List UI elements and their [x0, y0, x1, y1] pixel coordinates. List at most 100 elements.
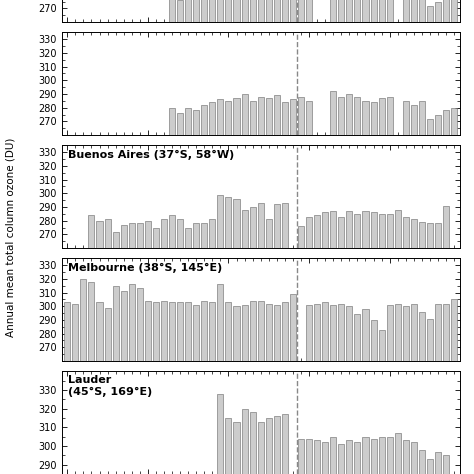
Bar	[193, 110, 199, 135]
Bar	[403, 0, 409, 22]
Bar	[387, 305, 392, 361]
Bar	[330, 91, 336, 135]
Bar	[274, 0, 280, 22]
Bar	[73, 303, 78, 361]
Bar	[258, 0, 264, 22]
Bar	[258, 203, 264, 248]
Bar	[338, 97, 344, 135]
Bar	[346, 0, 352, 22]
Bar	[177, 219, 183, 248]
Bar	[346, 440, 352, 474]
Bar	[250, 207, 255, 248]
Bar	[234, 0, 239, 22]
Bar	[355, 214, 360, 248]
Bar	[282, 414, 288, 474]
Bar	[411, 303, 417, 361]
Bar	[89, 282, 94, 361]
Bar	[371, 0, 376, 22]
Text: Buenos Aires (37°S, 58°W): Buenos Aires (37°S, 58°W)	[68, 149, 234, 160]
Bar	[210, 302, 215, 361]
Bar	[64, 302, 70, 361]
Bar	[153, 302, 159, 361]
Bar	[266, 219, 272, 248]
Bar	[451, 300, 457, 361]
Bar	[226, 418, 231, 474]
Bar	[226, 101, 231, 135]
Bar	[298, 226, 304, 248]
Bar	[306, 101, 312, 135]
Bar	[330, 437, 336, 474]
Bar	[387, 97, 392, 135]
Bar	[379, 329, 384, 361]
Bar	[419, 312, 425, 361]
Bar	[306, 0, 312, 22]
Bar	[290, 100, 296, 135]
Bar	[169, 0, 175, 22]
Bar	[427, 459, 433, 474]
Bar	[169, 215, 175, 248]
Bar	[193, 223, 199, 248]
Bar	[435, 452, 441, 474]
Bar	[355, 314, 360, 361]
Bar	[161, 219, 167, 248]
Bar	[201, 223, 207, 248]
Bar	[419, 101, 425, 135]
Bar	[395, 210, 401, 248]
Bar	[395, 433, 401, 474]
Bar	[306, 438, 312, 474]
Bar	[443, 456, 449, 474]
Bar	[250, 301, 255, 361]
Bar	[169, 108, 175, 135]
Bar	[282, 203, 288, 248]
Bar	[121, 291, 127, 361]
Bar	[298, 438, 304, 474]
Bar	[105, 308, 110, 361]
Bar	[322, 302, 328, 361]
Bar	[210, 0, 215, 22]
Bar	[387, 214, 392, 248]
Bar	[290, 294, 296, 361]
Bar	[201, 105, 207, 135]
Bar	[274, 416, 280, 474]
Bar	[201, 0, 207, 22]
Text: Annual mean total column ozone (DU): Annual mean total column ozone (DU)	[5, 137, 16, 337]
Bar	[338, 0, 344, 22]
Bar	[266, 0, 272, 22]
Bar	[137, 223, 143, 248]
Bar	[451, 0, 457, 22]
Bar	[282, 102, 288, 135]
Bar	[403, 306, 409, 361]
Bar	[306, 305, 312, 361]
Bar	[387, 437, 392, 474]
Bar	[218, 195, 223, 248]
Bar	[379, 98, 384, 135]
Bar	[145, 301, 151, 361]
Bar	[435, 115, 441, 135]
Bar	[242, 305, 247, 361]
Bar	[338, 217, 344, 248]
Bar	[274, 305, 280, 361]
Bar	[338, 444, 344, 474]
Bar	[218, 394, 223, 474]
Bar	[201, 301, 207, 361]
Bar	[185, 228, 191, 248]
Bar	[346, 211, 352, 248]
Bar	[403, 217, 409, 248]
Bar	[242, 94, 247, 135]
Bar	[371, 212, 376, 248]
Bar	[185, 302, 191, 361]
Bar	[177, 0, 183, 22]
Bar	[435, 303, 441, 361]
Bar	[363, 211, 368, 248]
Bar	[338, 303, 344, 361]
Bar	[419, 450, 425, 474]
Bar	[218, 100, 223, 135]
Bar	[258, 301, 264, 361]
Bar	[97, 302, 102, 361]
Bar	[427, 319, 433, 361]
Bar	[411, 105, 417, 135]
Bar	[298, 0, 304, 22]
Bar	[443, 303, 449, 361]
Bar	[451, 108, 457, 135]
Bar	[411, 442, 417, 474]
